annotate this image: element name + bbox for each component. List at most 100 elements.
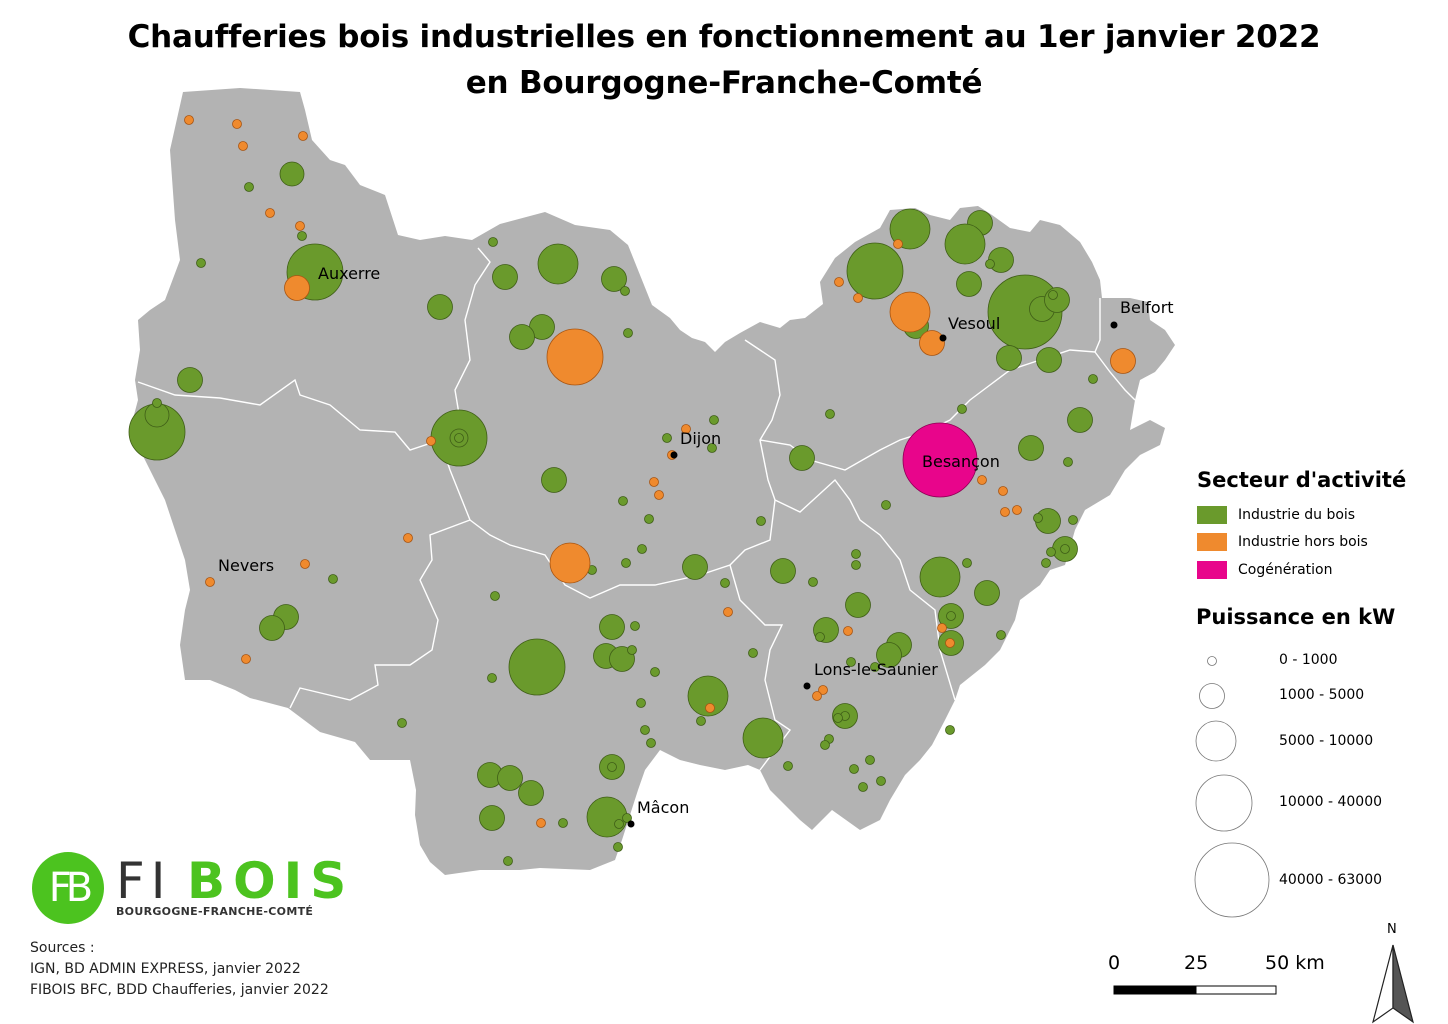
- site-marker: [662, 433, 672, 443]
- site-marker: [654, 490, 664, 500]
- site-marker: [1012, 505, 1022, 515]
- site-marker: [846, 657, 856, 667]
- site-marker: [1067, 407, 1093, 433]
- site-marker: [833, 713, 843, 723]
- site-marker: [637, 544, 647, 554]
- site-marker: [957, 404, 967, 414]
- site-marker: [646, 738, 656, 748]
- size-circle-10000-40000: [1195, 774, 1253, 832]
- site-marker: [783, 761, 793, 771]
- power-class-label: 0 - 1000: [1279, 652, 1338, 668]
- site-marker: [1046, 547, 1056, 557]
- site-marker: [1060, 544, 1070, 554]
- site-marker: [820, 740, 830, 750]
- sources-line: FIBOIS BFC, BDD Chaufferies, janvier 202…: [30, 982, 329, 998]
- site-marker: [177, 367, 203, 393]
- site-marker: [919, 556, 961, 598]
- site-marker: [618, 496, 628, 506]
- site-marker: [1033, 513, 1043, 523]
- site-marker: [996, 345, 1022, 371]
- city-label-auxerre: Auxerre: [318, 264, 380, 283]
- site-marker: [427, 294, 453, 320]
- swatch-wood: [1197, 506, 1227, 524]
- sources-line: IGN, BD ADMIN EXPRESS, janvier 2022: [30, 961, 301, 977]
- swatch-non-wood: [1197, 533, 1227, 551]
- site-marker: [279, 161, 305, 187]
- site-marker: [621, 558, 631, 568]
- site-marker: [649, 477, 659, 487]
- site-marker: [720, 578, 730, 588]
- site-marker: [893, 239, 903, 249]
- site-marker: [259, 615, 285, 641]
- site-marker: [558, 818, 568, 828]
- site-marker: [705, 703, 715, 713]
- legend-item-wood: Industrie du bois: [1197, 505, 1355, 525]
- site-marker: [1088, 374, 1098, 384]
- site-marker: [627, 645, 637, 655]
- city-dot: [627, 820, 635, 828]
- site-marker: [244, 182, 254, 192]
- north-label: N: [1387, 922, 1397, 937]
- site-marker: [426, 436, 436, 446]
- site-marker: [998, 486, 1008, 496]
- site-marker: [497, 765, 523, 791]
- north-arrow-icon: N: [1372, 922, 1414, 1024]
- site-marker: [974, 580, 1000, 606]
- site-marker: [789, 445, 815, 471]
- city-label-nevers: Nevers: [218, 556, 274, 575]
- site-marker: [834, 277, 844, 287]
- site-marker: [865, 755, 875, 765]
- site-marker: [636, 698, 646, 708]
- size-circle-1000-5000: [1199, 683, 1225, 709]
- site-marker: [742, 717, 784, 759]
- site-marker: [723, 607, 733, 617]
- site-marker: [492, 264, 518, 290]
- size-circle-0-1000: [1207, 656, 1217, 666]
- swatch-cogeneration: [1197, 561, 1227, 579]
- title-line-2: en Bourgogne-Franche-Comté: [465, 65, 983, 101]
- city-dots: [627, 321, 1118, 828]
- site-marker: [614, 819, 624, 829]
- power-class-label: 1000 - 5000: [1279, 687, 1365, 703]
- site-marker: [845, 592, 871, 618]
- legend-label: Cogénération: [1238, 562, 1333, 578]
- site-marker: [152, 398, 162, 408]
- site-marker: [818, 685, 828, 695]
- site-marker: [640, 725, 650, 735]
- site-marker: [937, 623, 947, 633]
- site-marker: [853, 293, 863, 303]
- scale-label-50: 50 km: [1265, 952, 1325, 974]
- site-marker: [328, 574, 338, 584]
- city-label-lons-le-saunier: Lons-le-Saunier: [814, 660, 938, 679]
- city-label-macon: Mâcon: [637, 798, 689, 817]
- size-circle-40000-63000: [1194, 842, 1270, 918]
- site-marker: [889, 208, 931, 250]
- site-marker: [843, 626, 853, 636]
- map-title: Chaufferies bois industrielles en foncti…: [0, 14, 1448, 106]
- site-marker: [945, 725, 955, 735]
- wood-industry-sites: [128, 161, 1098, 866]
- city-labels: Auxerre Dijon Vesoul Belfort Besançon Ne…: [218, 264, 1174, 817]
- site-marker: [613, 842, 623, 852]
- scale-label-0: 0: [1108, 952, 1121, 974]
- site-marker: [196, 258, 206, 268]
- site-marker: [586, 796, 628, 838]
- site-marker: [707, 443, 717, 453]
- site-marker: [858, 782, 868, 792]
- power-size-legend: [1194, 656, 1270, 918]
- site-marker: [518, 780, 544, 806]
- site-marker: [454, 433, 464, 443]
- site-marker: [944, 223, 986, 265]
- site-marker: [825, 409, 835, 419]
- site-marker: [682, 554, 708, 580]
- site-marker: [945, 638, 955, 648]
- site-marker: [681, 424, 691, 434]
- site-marker: [962, 558, 972, 568]
- site-marker: [238, 141, 248, 151]
- scale-bar: [1113, 985, 1277, 995]
- site-marker: [1018, 435, 1044, 461]
- site-marker: [546, 328, 604, 386]
- site-marker: [541, 467, 567, 493]
- site-marker: [985, 259, 995, 269]
